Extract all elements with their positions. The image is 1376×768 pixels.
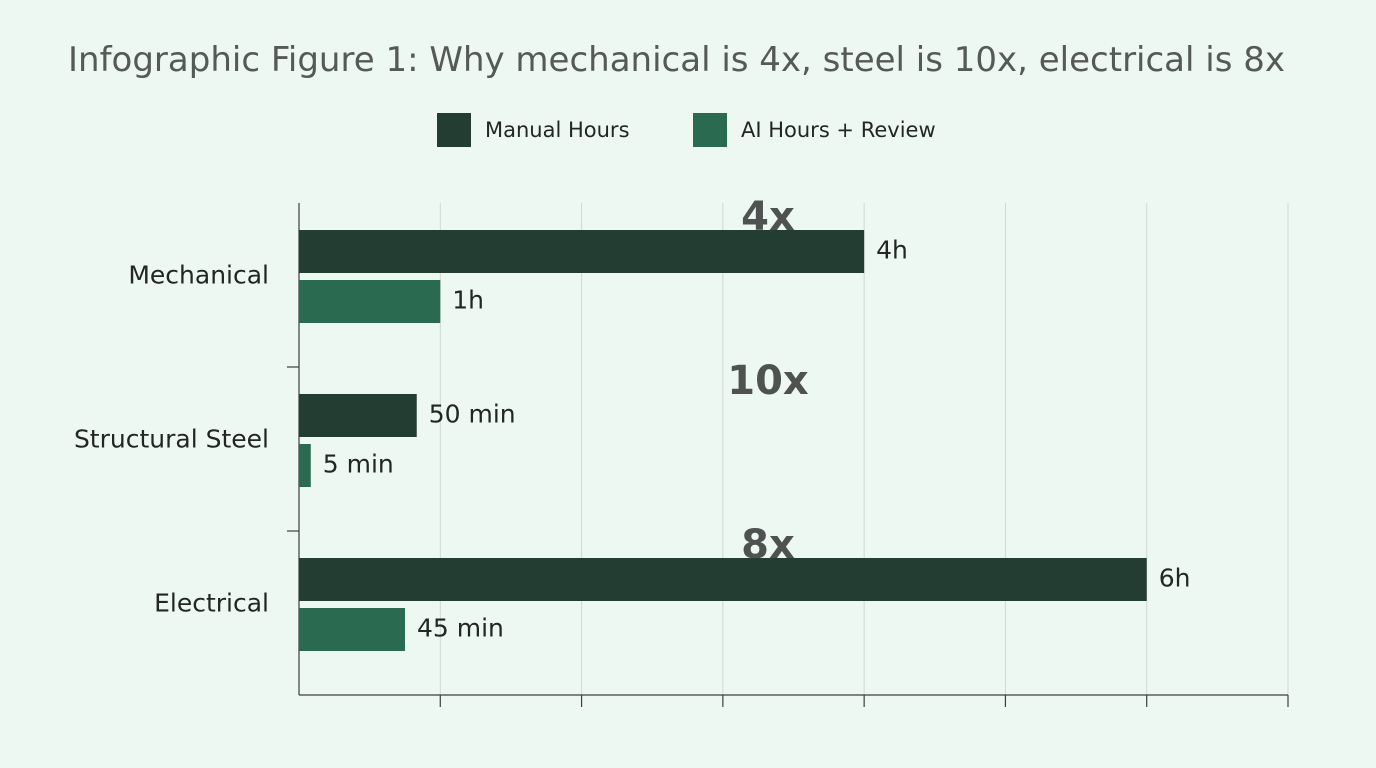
bar-manual-electrical xyxy=(299,558,1147,601)
value-label-manual-electrical: 6h xyxy=(1159,564,1191,593)
chart-title: Infographic Figure 1: Why mechanical is … xyxy=(68,40,1285,80)
bar-ai-mechanical xyxy=(299,280,441,323)
value-label-manual-structural-steel: 50 min xyxy=(429,400,516,429)
legend-swatch-manual-hours xyxy=(437,113,471,147)
value-label-ai-electrical: 45 min xyxy=(417,614,504,643)
category-label-structural-steel: Structural Steel xyxy=(74,425,269,454)
value-label-ai-structural-steel: 5 min xyxy=(323,450,394,479)
bar-manual-structural-steel xyxy=(299,394,417,437)
value-label-ai-mechanical: 1h xyxy=(452,286,484,315)
legend-label-ai-hours: AI Hours + Review xyxy=(741,118,936,142)
bar-manual-mechanical xyxy=(299,230,865,273)
bar-ai-structural-steel xyxy=(299,444,311,487)
legend-swatch-ai-hours xyxy=(693,113,727,147)
ratio-label-structural-steel: 10x xyxy=(727,358,809,404)
value-label-manual-mechanical: 4h xyxy=(876,236,908,265)
category-label-electrical: Electrical xyxy=(154,589,269,618)
category-label-mechanical: Mechanical xyxy=(128,261,269,290)
legend-label-manual-hours: Manual Hours xyxy=(485,118,630,142)
bar-ai-electrical xyxy=(299,608,405,651)
